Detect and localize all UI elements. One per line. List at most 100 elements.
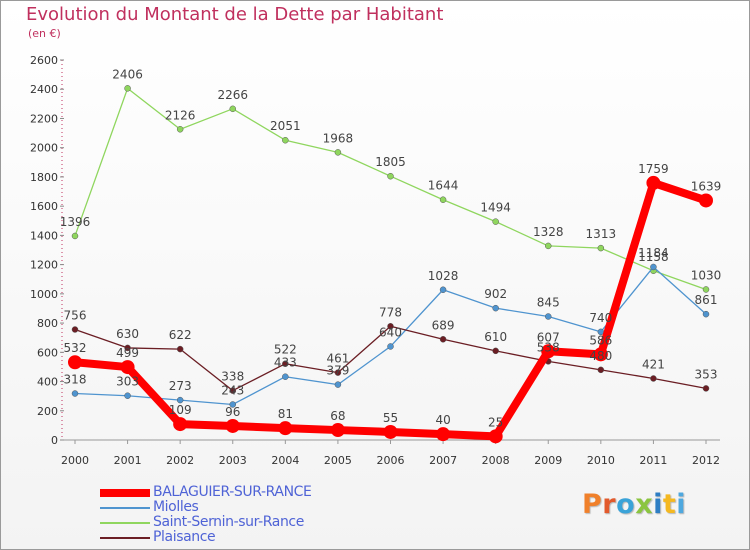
data-point: [68, 355, 82, 370]
data-point: [492, 304, 499, 312]
data-label: 1158: [638, 250, 669, 264]
data-point: [334, 149, 342, 156]
data-label: 1396: [60, 215, 91, 229]
data-point: [488, 429, 503, 444]
data-point: [71, 326, 79, 333]
data-point: [124, 392, 131, 399]
data-label: 109: [169, 403, 192, 417]
data-point: [282, 136, 289, 144]
data-label: 1805: [375, 155, 406, 169]
y-tick-label: 2000: [30, 142, 58, 155]
data-label: 845: [537, 296, 560, 310]
data-point: [71, 232, 79, 240]
data-point: [334, 369, 342, 376]
logo-letter: i: [676, 489, 687, 520]
y-tick-label: 200: [37, 405, 58, 418]
data-point: [176, 126, 184, 133]
data-label: 1030: [691, 268, 722, 282]
data-point: [282, 360, 289, 367]
data-label: 1644: [428, 179, 459, 193]
series-lines: [68, 85, 713, 444]
data-point: [439, 286, 447, 294]
data-label: 2406: [112, 67, 143, 81]
data-point: [124, 85, 131, 92]
y-tick-label: 1400: [30, 229, 58, 242]
x-tick-label: 2007: [429, 454, 457, 467]
data-point: [120, 360, 135, 375]
data-point: [702, 310, 710, 318]
data-point: [387, 172, 394, 180]
x-tick-label: 2003: [219, 454, 247, 467]
y-tick-label: 2400: [30, 83, 58, 96]
y-tick-label: 2600: [30, 54, 58, 67]
y-tick-label: 400: [37, 376, 58, 389]
chart-title: Evolution du Montant de la Dette par Hab…: [26, 4, 444, 25]
data-point: [650, 375, 657, 382]
x-tick-label: 2012: [692, 454, 720, 467]
data-point: [71, 390, 79, 397]
y-tick-label: 800: [37, 317, 58, 330]
legend-swatch: [100, 507, 150, 509]
data-point: [330, 423, 345, 438]
data-label: 338: [221, 370, 244, 384]
data-point: [334, 381, 342, 388]
data-label: 273: [169, 379, 192, 393]
data-label: 318: [64, 373, 87, 387]
data-point: [387, 323, 394, 330]
y-tick-label: 0: [51, 434, 58, 447]
logo-letter: o: [616, 489, 636, 520]
data-label: 740: [589, 311, 612, 325]
data-point: [699, 193, 713, 208]
data-label: 461: [326, 352, 349, 366]
data-point: [176, 345, 184, 353]
legend-label: Saint-Sernin-sur-Rance: [153, 514, 304, 530]
data-point: [173, 417, 188, 432]
data-point: [541, 344, 556, 359]
data-point: [229, 105, 236, 113]
data-label: 1968: [323, 131, 354, 145]
x-tick-label: 2001: [114, 454, 142, 467]
data-label: 1184: [638, 246, 669, 260]
x-tick-label: 2009: [534, 454, 562, 467]
y-tick-label: 1200: [30, 259, 58, 272]
data-point: [492, 218, 499, 225]
axes: 0 200 400 600 800 1000 1200 1400 1600 1800 2000 220…: [30, 54, 720, 467]
data-label: 622: [169, 328, 192, 342]
data-point: [650, 263, 657, 271]
data-point: [646, 175, 661, 190]
data-label: 2266: [217, 88, 248, 102]
data-point: [225, 418, 240, 433]
data-label: 1313: [586, 227, 617, 241]
series-0: [68, 175, 713, 444]
logo-letter: P: [582, 489, 603, 520]
data-point: [436, 427, 451, 442]
data-label: 499: [116, 346, 139, 360]
y-tick-label: 1800: [30, 171, 58, 184]
x-tick-label: 2005: [324, 454, 352, 467]
y-tick-label: 600: [37, 346, 58, 359]
data-label: 243: [221, 383, 244, 397]
x-tick-label: 2002: [166, 454, 194, 467]
legend-label: BALAGUIER-SUR-RANCE: [153, 484, 312, 500]
data-point: [702, 385, 710, 392]
series-2: [71, 85, 710, 293]
data-label: 421: [642, 357, 665, 371]
x-tick-label: 2011: [639, 454, 667, 467]
data-label: 40: [435, 413, 450, 427]
y-tick-label: 2200: [30, 112, 58, 125]
data-label: 538: [537, 340, 560, 354]
data-label: 81: [278, 407, 293, 421]
data-label: 610: [484, 330, 507, 344]
x-tick-label: 2000: [61, 454, 89, 467]
data-label: 630: [116, 327, 139, 341]
y-tick-label: 1000: [30, 288, 58, 301]
data-label: 2126: [165, 108, 196, 122]
data-point: [702, 286, 710, 293]
data-label: 433: [274, 356, 297, 370]
legend-swatch: [100, 522, 150, 524]
data-point: [229, 401, 236, 408]
data-label: 2051: [270, 119, 301, 133]
data-label: 25: [488, 415, 503, 429]
data-point: [439, 336, 447, 343]
